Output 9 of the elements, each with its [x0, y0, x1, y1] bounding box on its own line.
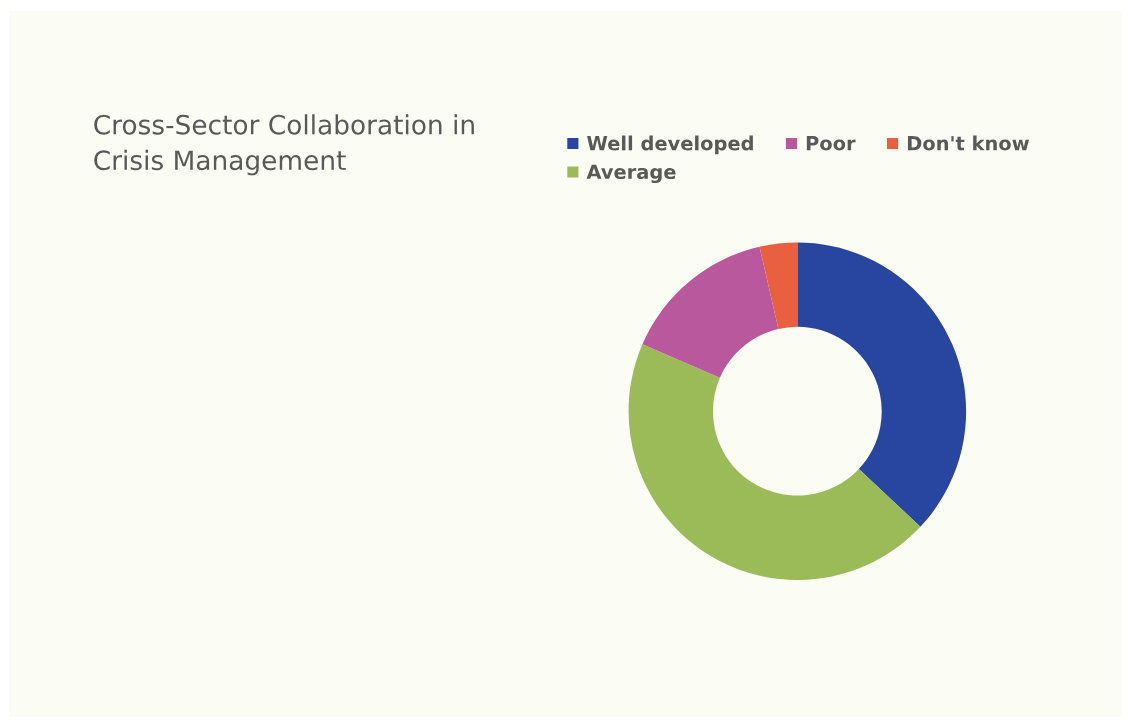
legend-label: Don't know	[907, 135, 1029, 151]
donut-slice	[797, 242, 967, 527]
legend-label: Well developed	[587, 135, 753, 155]
donut-slice	[759, 242, 798, 329]
donut-slice	[642, 246, 779, 378]
legend-label: Average	[586, 164, 676, 184]
donut-slice	[628, 344, 921, 581]
text: Cross-Sector Collaboration in Crisis Management	[94, 114, 474, 176]
legend-label: Poor	[806, 136, 856, 151]
